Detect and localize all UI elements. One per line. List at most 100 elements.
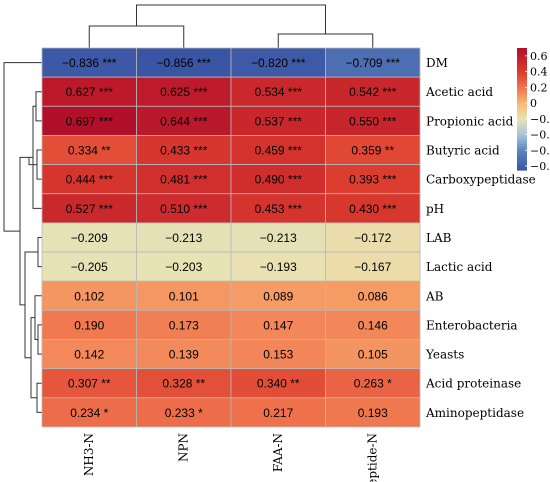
row-label: Enterobacteria	[426, 318, 518, 332]
legend-gradient-segment	[517, 54, 527, 57]
dendrogram-branch	[37, 324, 42, 355]
legend-gradient-segment	[517, 133, 527, 136]
row-label: LAB	[426, 231, 452, 245]
heatmap-cell	[136, 164, 232, 195]
legend-gradient-segment	[517, 134, 527, 138]
cell-value-label: 0.527 ***	[66, 202, 114, 216]
heatmap-cell	[325, 105, 421, 136]
cell-value-label: 0.697 ***	[66, 114, 114, 128]
cell-value-label: 0.101	[169, 289, 199, 303]
heatmap-cell	[230, 105, 326, 136]
legend-gradient-segment	[517, 104, 527, 107]
legend-gradient-segment	[517, 75, 527, 78]
cell-value-label: −0.167	[354, 260, 391, 274]
heatmap-cell	[41, 135, 137, 165]
legend-gradient-segment	[517, 115, 527, 118]
heatmap-cell	[230, 280, 326, 311]
row-label: Propionic acid	[426, 114, 514, 128]
legend-gradient-segment	[517, 156, 527, 159]
legend-gradient-segment	[517, 119, 527, 122]
heatmap-cell	[136, 397, 232, 428]
cell-value-label: 0.146	[358, 318, 388, 332]
row-dendrogram	[3, 62, 42, 413]
legend-gradient-segment	[517, 63, 527, 66]
cell-value-label: 0.534 ***	[255, 85, 303, 99]
row-label: Aminopeptidase	[425, 406, 524, 420]
cell-value-label: −0.203	[165, 260, 202, 274]
legend-gradient-segment	[517, 163, 527, 167]
heatmap-cell	[230, 222, 326, 253]
legend-gradient-segment	[517, 87, 527, 90]
row-label: DM	[426, 56, 448, 70]
legend-gradient-segment	[517, 48, 527, 51]
dendrogram-branch	[277, 33, 374, 48]
legend-gradient-segment	[517, 144, 527, 147]
color-legend: 0.6 0.4 0.2 0 −0.2 −0.4 −0.6 −0.8	[517, 48, 550, 173]
cell-value-label: 0.453 ***	[255, 202, 303, 216]
heatmap-cell	[230, 76, 326, 107]
cell-value-label: −0.709 ***	[346, 56, 401, 70]
legend-gradient-segment	[517, 93, 527, 96]
cell-value-label: −0.213	[260, 231, 297, 245]
cell-value-label: −0.820 ***	[251, 56, 306, 70]
legend-gradient-segment	[517, 51, 527, 54]
legend-gradient-segment	[517, 148, 527, 151]
cell-value-label: −0.193	[260, 260, 297, 274]
heatmap-cell	[325, 47, 421, 78]
legend-gradient-segment	[517, 57, 527, 60]
legend-tick-label: −0.4	[530, 129, 550, 142]
heatmap-cell	[41, 251, 137, 282]
legend-gradient-segment	[517, 130, 527, 133]
legend-gradient-segment	[517, 66, 527, 69]
legend-gradient-segment	[517, 92, 527, 95]
row-labels: DM Acetic acid Propionic acid Butyric acid C…	[425, 56, 536, 420]
dendrogram-branch	[28, 156, 37, 166]
heatmap-cell	[41, 222, 137, 253]
legend-gradient-segment	[517, 122, 527, 125]
cell-value-label: 0.340 **	[257, 377, 300, 391]
heatmap-cell	[136, 280, 232, 311]
legend-gradient-segment	[517, 55, 527, 58]
cell-value-label: −0.205	[71, 260, 108, 274]
legend-gradient-segment	[517, 96, 527, 99]
legend-tick-label: 0.6	[530, 50, 548, 63]
cell-value-label: 0.217	[263, 406, 293, 420]
legend-gradient-segment	[517, 89, 527, 92]
heatmap-cell	[325, 135, 421, 165]
legend-tick-label: 0	[530, 97, 537, 110]
legend-gradient-segment	[517, 78, 527, 81]
row-label: Acetic acid	[425, 85, 493, 99]
heatmap-cell	[136, 251, 232, 282]
cell-value-label: 0.139	[169, 348, 199, 362]
cell-value-label: 0.359 **	[351, 144, 394, 158]
legend-gradient-segment	[517, 157, 527, 160]
heatmap-cell	[230, 397, 326, 428]
heatmap-cell	[230, 339, 326, 370]
legend-gradient-segment	[517, 83, 527, 86]
cell-value-label: 0.234 *	[70, 406, 108, 420]
legend-gradient-segment	[517, 125, 527, 128]
heatmap-cell	[136, 222, 232, 253]
heatmap-cell	[41, 164, 137, 195]
legend-gradient-segment	[517, 49, 527, 52]
legend-gradient-segment	[517, 131, 527, 134]
legend-gradient-segment	[517, 73, 527, 77]
legend-gradient-segment	[517, 128, 527, 131]
legend-tick-label: −0.6	[530, 144, 550, 157]
cell-value-label: −0.836 ***	[62, 56, 117, 70]
heatmap-cell	[230, 368, 326, 399]
cell-value-label: 0.444 ***	[66, 173, 114, 187]
heatmap-cell	[136, 76, 232, 107]
legend-gradient-segment	[517, 72, 527, 75]
cell-value-label: 0.430 ***	[349, 202, 397, 216]
legend-gradient-segment	[517, 150, 527, 153]
heatmap-cell	[41, 47, 137, 78]
legend-gradient-segment	[517, 121, 527, 124]
row-label: Acid proteinase	[425, 377, 521, 391]
legend-gradient-segment	[517, 145, 527, 148]
legend-gradient-segment	[517, 110, 527, 113]
cell-value-label: 0.537 ***	[255, 114, 303, 128]
legend-gradient-segment	[517, 127, 527, 130]
cell-value-label: 0.089	[263, 289, 293, 303]
